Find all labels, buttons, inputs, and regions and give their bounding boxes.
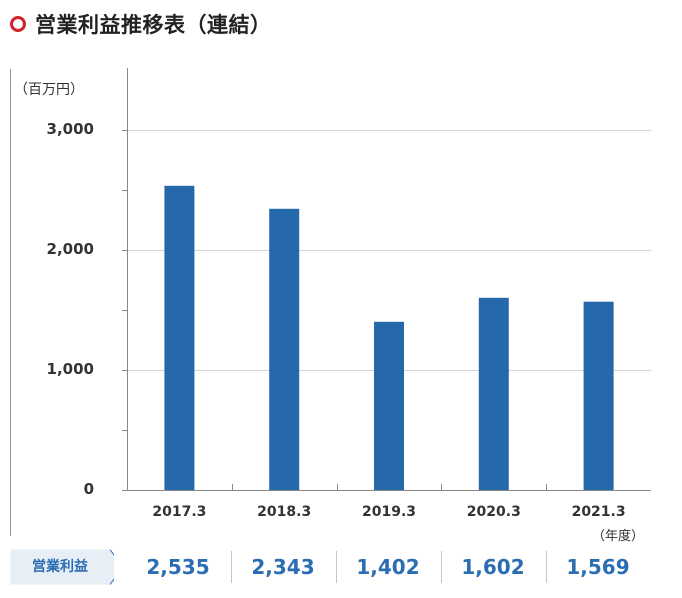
y-tick-label: 1,000 <box>46 360 94 378</box>
x-axis-unit-label: （年度） <box>592 529 645 544</box>
y-tick-label: 3,000 <box>46 120 94 138</box>
x-tick-label: 2017.3 <box>152 504 206 520</box>
y-tick-label: 2,000 <box>46 240 94 258</box>
table-value-cell: 1,402 <box>356 555 420 579</box>
y-axis-unit-label: （百万円） <box>14 82 84 98</box>
page-title: 営業利益推移表（連結） <box>35 13 272 37</box>
bar <box>164 185 195 491</box>
bar <box>374 321 404 490</box>
x-tick-label: 2021.3 <box>572 504 626 520</box>
y-tick-label: 0 <box>83 480 94 498</box>
table-divider <box>441 551 442 583</box>
table-divider <box>336 551 337 583</box>
section-heading: 営業利益推移表（連結） <box>10 8 272 40</box>
row-label-text: 営業利益 <box>32 559 88 575</box>
table-divider <box>231 551 232 583</box>
circle-bullet-icon <box>10 16 26 32</box>
row-label-arrow-frame <box>10 549 114 585</box>
table-value-cell: 2,535 <box>146 555 210 579</box>
x-tick-label: 2020.3 <box>467 504 521 520</box>
table-row-label: 営業利益 <box>10 549 114 585</box>
bar <box>269 208 300 491</box>
table-value-cell: 1,569 <box>566 555 630 579</box>
table-value-cell: 1,602 <box>461 555 525 579</box>
bar <box>478 297 509 490</box>
x-tick-label: 2018.3 <box>257 504 311 520</box>
table-divider <box>546 551 547 583</box>
x-tick-label: 2019.3 <box>362 504 416 520</box>
bar <box>583 301 614 490</box>
table-value-cell: 2,343 <box>251 555 315 579</box>
